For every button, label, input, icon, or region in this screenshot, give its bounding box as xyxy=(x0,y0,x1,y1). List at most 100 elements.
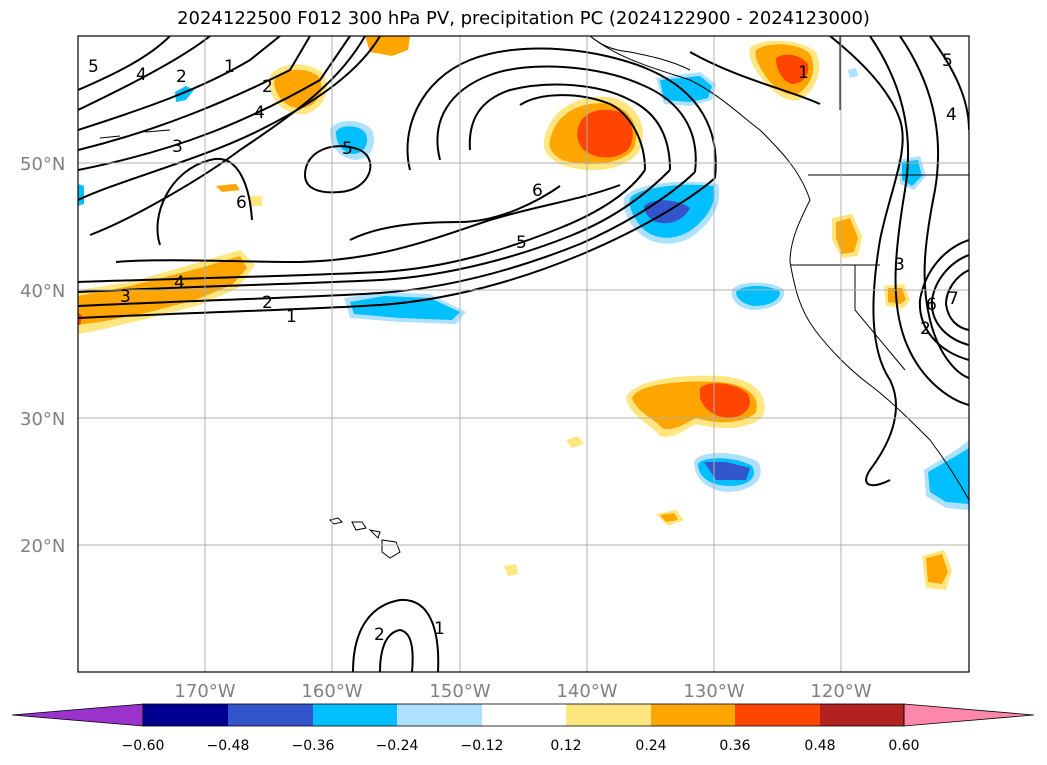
lat-label-40n: 40°N xyxy=(20,281,65,302)
pv-contour xyxy=(78,36,351,171)
state-border xyxy=(854,265,906,371)
contour-label: 2 xyxy=(176,67,187,87)
map-frame xyxy=(77,35,970,673)
contour-label: 1 xyxy=(224,57,235,77)
contour-label: 2 xyxy=(262,293,273,313)
map-area xyxy=(78,36,969,672)
pv-contour xyxy=(78,171,696,307)
colorbar-tick-label: −0.36 xyxy=(292,738,335,754)
lat-label-30n: 30°N xyxy=(20,409,65,430)
contour-label: 1 xyxy=(434,619,445,639)
pv-contour xyxy=(115,184,621,264)
pv-contour xyxy=(944,269,969,331)
precip-negative-area xyxy=(704,462,750,480)
lon-label-170w: 170°W xyxy=(174,681,235,702)
contour-label: 4 xyxy=(174,273,185,293)
colorbar-tick-label: 0.60 xyxy=(888,738,919,754)
pv-contour xyxy=(519,94,646,171)
pv-contour xyxy=(78,169,646,283)
contour-label: 4 xyxy=(946,105,957,125)
pv-contour xyxy=(899,36,969,379)
colorbar-segment xyxy=(313,704,397,726)
colorbar-tick-label: −0.60 xyxy=(122,738,165,754)
pv-contours xyxy=(78,36,969,672)
contour-label: 5 xyxy=(516,233,527,253)
colorbar-extend-high xyxy=(903,703,1035,727)
colorbar-segment xyxy=(397,704,482,726)
contour-label: 7 xyxy=(948,289,959,309)
colorbar-segment xyxy=(820,704,904,726)
colorbar-segment xyxy=(735,704,820,726)
pv-contour xyxy=(468,83,671,171)
pv-contour xyxy=(352,598,440,672)
precip-positive-area xyxy=(926,554,948,584)
pv-contour xyxy=(436,65,697,173)
contour-label: 6 xyxy=(926,295,937,315)
pv-contour xyxy=(78,169,671,293)
lat-label-50n: 50°N xyxy=(20,154,65,175)
contour-label: 2 xyxy=(374,625,385,645)
colorbar-tick-label: 0.36 xyxy=(719,738,750,754)
precip-positive-area xyxy=(566,436,584,448)
colorbar-segment xyxy=(228,704,313,726)
precip-positive-area xyxy=(504,564,518,576)
precip-positive-area xyxy=(216,184,240,192)
colorbar-tick-label: 0.12 xyxy=(550,738,581,754)
pv-contour xyxy=(78,177,716,319)
pv-contour xyxy=(829,36,904,487)
colorbar-extend-low xyxy=(11,703,144,727)
colorbar-segment xyxy=(566,704,651,726)
contour-label: 5 xyxy=(342,139,353,159)
colorbar-segment xyxy=(482,704,566,726)
pv-contour xyxy=(78,36,311,151)
contour-label: 3 xyxy=(894,255,905,275)
lon-label-160w: 160°W xyxy=(301,681,362,702)
map-title: 2024122500 F012 300 hPa PV, precipitatio… xyxy=(177,8,870,29)
precip-negative-area xyxy=(928,448,969,504)
colorbar-segment xyxy=(143,704,228,726)
precip-positive-area xyxy=(248,196,262,206)
pv-contour xyxy=(406,47,717,179)
colorbar-tick-label: 0.48 xyxy=(804,738,835,754)
precip-positive-area xyxy=(577,109,633,158)
pv-contour xyxy=(78,36,381,201)
colorbar-tick-label: −0.12 xyxy=(461,738,504,754)
precip-negative-area xyxy=(350,296,460,320)
lon-label-120w: 120°W xyxy=(810,681,871,702)
colorbar-segment xyxy=(651,704,735,726)
lon-label-130w: 130°W xyxy=(683,681,744,702)
colorbar-tick-label: −0.24 xyxy=(376,738,419,754)
pv-contour xyxy=(930,254,969,346)
pv-contour xyxy=(89,36,366,236)
contour-label: 3 xyxy=(120,287,131,307)
precip-negative-area xyxy=(848,68,858,78)
precip-positive-area xyxy=(776,54,809,84)
pv-contour xyxy=(918,239,969,361)
contour-label: 1 xyxy=(798,63,809,83)
contour-label: 6 xyxy=(236,193,247,213)
precip-positive-area xyxy=(700,383,750,418)
pv-contour xyxy=(78,36,211,111)
contour-label: 6 xyxy=(532,181,543,201)
contour-label: 5 xyxy=(942,51,953,71)
contour-label: 3 xyxy=(172,137,183,157)
contour-labels: 5 4 2 1 2 3 4 6 2 5 6 5 3 4 2 1 1 5 4 3 … xyxy=(88,51,959,645)
precip-positive-area xyxy=(660,513,678,522)
precip-negative-area xyxy=(78,184,84,206)
coastline xyxy=(99,129,171,139)
lon-label-140w: 140°W xyxy=(556,681,617,702)
lon-label-150w: 150°W xyxy=(429,681,490,702)
pv-contour xyxy=(303,145,372,194)
contour-label: 5 xyxy=(88,57,99,77)
colorbar-tick-label: 0.24 xyxy=(635,738,666,754)
coastlines xyxy=(99,36,969,559)
pv-contour xyxy=(156,157,253,246)
pv-contour xyxy=(379,628,414,672)
contour-label: 1 xyxy=(286,307,297,327)
gridlines xyxy=(78,36,969,672)
hawaii xyxy=(329,517,401,559)
contour-label: 4 xyxy=(254,103,265,123)
pv-contour xyxy=(869,36,969,406)
pv-contour xyxy=(78,36,171,91)
alaska-coast xyxy=(589,36,691,71)
